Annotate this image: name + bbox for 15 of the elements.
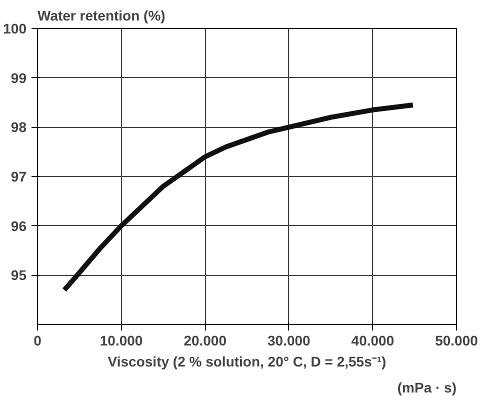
text: (mPa · s) xyxy=(397,380,456,396)
y-tick-label: 96 xyxy=(10,218,27,234)
y-axis-title: Water retention (%) xyxy=(38,8,166,24)
x-tick-label: 50.000 xyxy=(435,332,478,348)
y-tick-label: 98 xyxy=(10,119,27,136)
y-tick-label: 100 xyxy=(3,20,27,36)
y-tick-label: 97 xyxy=(10,168,27,184)
x-tick-label: 0 xyxy=(34,332,42,348)
x-tick-label: 20.000 xyxy=(184,332,227,348)
x-tick-label: 40.000 xyxy=(351,332,394,348)
x-tick-label: 30.000 xyxy=(267,332,311,348)
x-tick-label: 10.000 xyxy=(100,332,143,348)
y-tick-label: 99 xyxy=(10,70,27,86)
y-tick-label: 95 xyxy=(10,267,27,284)
x-axis-title: Viscosity (2 % solution, 20° C, D = 2,55s⁻¹) xyxy=(108,354,386,370)
